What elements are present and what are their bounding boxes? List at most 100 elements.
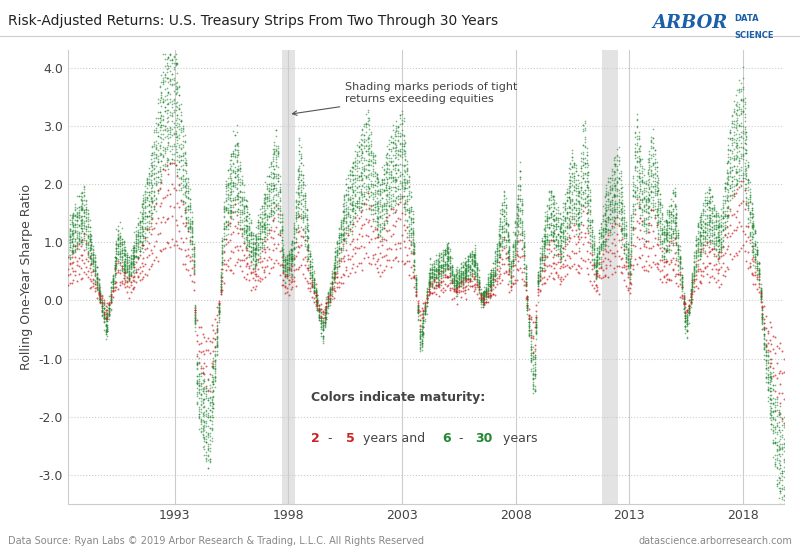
Point <box>238 224 250 233</box>
Point <box>702 189 715 198</box>
Point <box>675 293 688 302</box>
Point <box>765 395 778 404</box>
Point <box>415 326 428 335</box>
Point <box>747 219 760 228</box>
Point <box>146 197 158 206</box>
Point <box>632 192 645 200</box>
Point <box>74 189 87 198</box>
Point <box>638 193 650 202</box>
Point <box>742 233 754 242</box>
Point <box>349 202 362 211</box>
Point <box>433 250 446 259</box>
Point <box>706 192 718 200</box>
Point <box>114 268 126 277</box>
Point <box>476 288 489 297</box>
Point <box>677 293 690 302</box>
Point <box>691 264 704 273</box>
Point <box>639 204 652 213</box>
Point <box>275 246 288 255</box>
Point <box>200 389 213 398</box>
Point <box>535 258 548 267</box>
Point <box>596 236 609 245</box>
Point <box>222 221 234 230</box>
Point <box>630 156 643 165</box>
Point <box>618 262 630 271</box>
Point <box>564 217 577 226</box>
Point <box>98 297 110 306</box>
Point <box>634 186 647 195</box>
Point <box>532 277 545 286</box>
Point <box>584 223 597 232</box>
Point <box>598 240 611 249</box>
Point <box>586 227 598 236</box>
Point <box>736 226 749 235</box>
Point <box>362 179 374 188</box>
Point <box>281 269 294 278</box>
Point <box>131 219 144 228</box>
Point <box>760 336 773 345</box>
Point <box>424 278 437 287</box>
Point <box>130 252 142 261</box>
Point <box>264 181 277 190</box>
Point <box>636 175 649 184</box>
Point <box>232 194 245 203</box>
Point <box>713 230 726 239</box>
Point <box>754 292 767 301</box>
Point <box>562 163 575 172</box>
Point <box>648 158 661 167</box>
Point <box>704 235 717 244</box>
Point <box>460 264 473 273</box>
Point <box>189 315 202 324</box>
Point <box>632 178 645 186</box>
Point <box>724 195 737 204</box>
Point <box>694 251 706 260</box>
Point <box>526 371 539 380</box>
Point <box>509 276 522 284</box>
Point <box>758 334 770 343</box>
Point <box>551 237 564 246</box>
Point <box>561 188 574 197</box>
Point <box>655 230 668 239</box>
Point <box>727 119 740 128</box>
Point <box>418 301 431 310</box>
Point <box>658 262 670 270</box>
Point <box>268 184 281 193</box>
Point <box>134 218 146 227</box>
Point <box>126 276 139 284</box>
Point <box>718 231 731 240</box>
Point <box>180 252 193 261</box>
Point <box>345 183 358 192</box>
Point <box>359 119 372 128</box>
Point <box>594 253 607 262</box>
Point <box>347 158 360 167</box>
Point <box>174 140 187 149</box>
Point <box>284 255 297 264</box>
Point <box>600 205 613 214</box>
Point <box>271 147 284 156</box>
Point <box>356 125 369 134</box>
Point <box>110 225 123 234</box>
Point <box>313 307 326 316</box>
Point <box>496 217 509 226</box>
Point <box>225 190 238 199</box>
Point <box>753 258 766 267</box>
Point <box>539 240 552 249</box>
Point <box>343 239 356 248</box>
Point <box>528 354 541 363</box>
Point <box>708 231 721 240</box>
Point <box>541 213 554 222</box>
Point <box>548 221 561 230</box>
Point <box>255 222 268 231</box>
Point <box>546 237 559 246</box>
Point <box>418 304 431 312</box>
Point <box>275 244 288 253</box>
Point <box>118 260 130 269</box>
Point <box>286 253 298 262</box>
Point <box>354 145 367 154</box>
Point <box>462 271 474 280</box>
Point <box>568 259 581 268</box>
Point <box>406 232 419 241</box>
Point <box>586 260 598 269</box>
Point <box>456 261 469 270</box>
Point <box>243 218 256 227</box>
